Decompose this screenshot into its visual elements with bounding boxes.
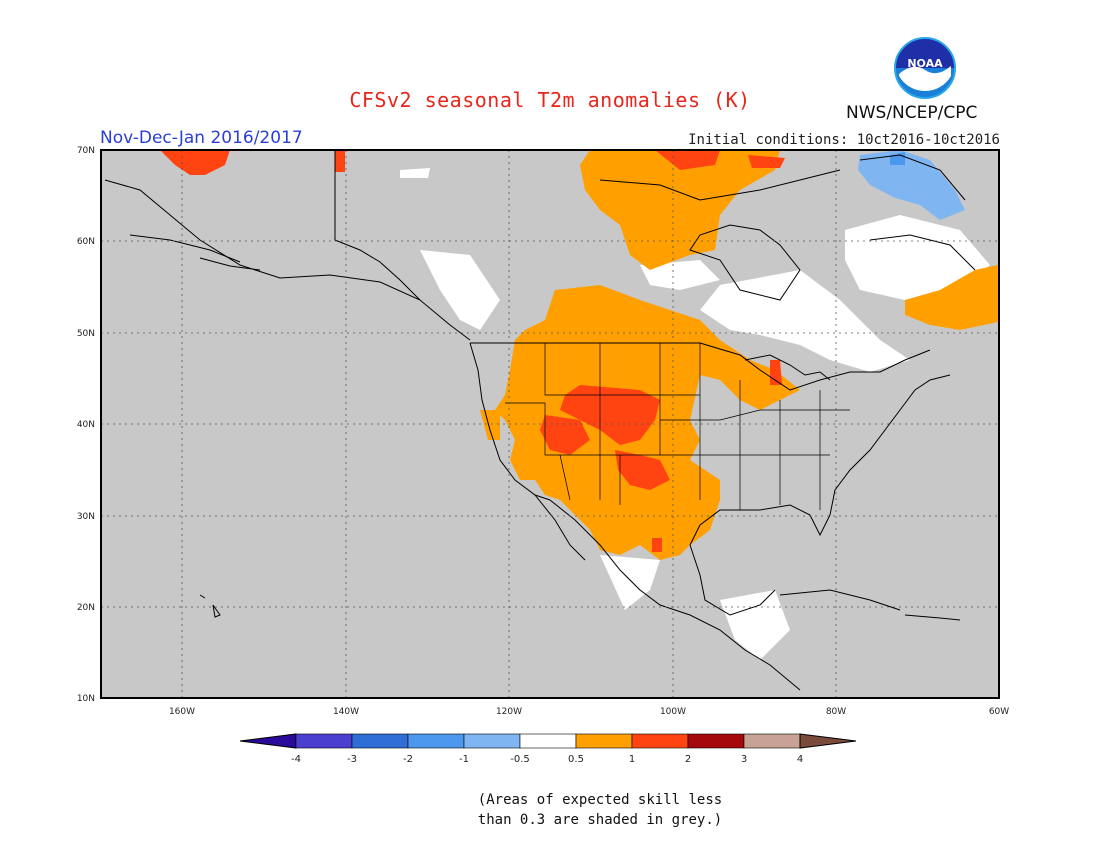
colorbar-box xyxy=(519,733,577,749)
lon-label: 160W xyxy=(169,707,195,717)
colorbar-box xyxy=(295,733,353,749)
colorbar-label: 3 xyxy=(741,754,747,765)
colorbar-min-arrow xyxy=(239,733,297,749)
agency-name: NWS/NCEP/CPC xyxy=(846,103,978,123)
lon-label: 120W xyxy=(496,707,522,717)
longitude-labels: 160W 140W 120W 100W 80W 60W xyxy=(169,707,1009,717)
lat-label: 60N xyxy=(77,237,95,247)
map-frame xyxy=(100,149,1000,699)
strong-warm-anomaly-areas xyxy=(160,150,785,552)
lon-label: 140W xyxy=(333,707,359,717)
colorbar-label: -2 xyxy=(403,754,413,765)
colorbar-box xyxy=(743,733,801,749)
colorbar-label: 1 xyxy=(629,754,635,765)
lat-label: 20N xyxy=(77,603,95,613)
state-boundaries xyxy=(505,343,850,510)
latitude-labels: 70N 60N 50N 40N 30N 20N 10N xyxy=(77,146,95,704)
colorbar-label: 4 xyxy=(797,754,803,765)
colorbar-box xyxy=(687,733,745,749)
graticule xyxy=(101,150,999,698)
colorbar-box xyxy=(351,733,409,749)
lat-label: 10N xyxy=(77,694,95,704)
colorbar-label: -3 xyxy=(347,754,357,765)
lat-label: 70N xyxy=(77,146,95,156)
coastlines-and-borders xyxy=(104,150,976,691)
colorbar-label: -1 xyxy=(459,754,469,765)
noaa-logo-icon: NOAA xyxy=(894,37,956,99)
page-title: CFSv2 seasonal T2m anomalies (K) xyxy=(349,88,751,112)
lon-label: 100W xyxy=(660,707,686,717)
colorbar-label: -4 xyxy=(291,754,301,765)
skill-footnote: (Areas of expected skill less than 0.3 a… xyxy=(477,792,723,828)
initial-conditions: Initial conditions: 10ct2016-10ct2016 xyxy=(688,132,1000,148)
colorbar-label: -0.5 xyxy=(510,754,530,765)
colorbar-max-arrow xyxy=(799,733,857,749)
colorbar-box xyxy=(575,733,633,749)
colorbar-box xyxy=(631,733,689,749)
lon-label: 60W xyxy=(989,707,1009,717)
colorbar-label: 2 xyxy=(685,754,691,765)
lon-label: 80W xyxy=(826,707,846,717)
colorbar-label: 0.5 xyxy=(568,754,584,765)
svg-text:NOAA: NOAA xyxy=(907,57,943,70)
lat-label: 40N xyxy=(77,420,95,430)
colorbar-box xyxy=(463,733,521,749)
lat-label: 50N xyxy=(77,329,95,339)
forecast-period: Nov-Dec-Jan 2016/2017 xyxy=(100,128,303,148)
colorbar: -4 -3 -2 -1 -0.5 0.5 1 2 3 4 xyxy=(239,733,857,765)
colorbar-box xyxy=(407,733,465,749)
lat-label: 30N xyxy=(77,512,95,522)
